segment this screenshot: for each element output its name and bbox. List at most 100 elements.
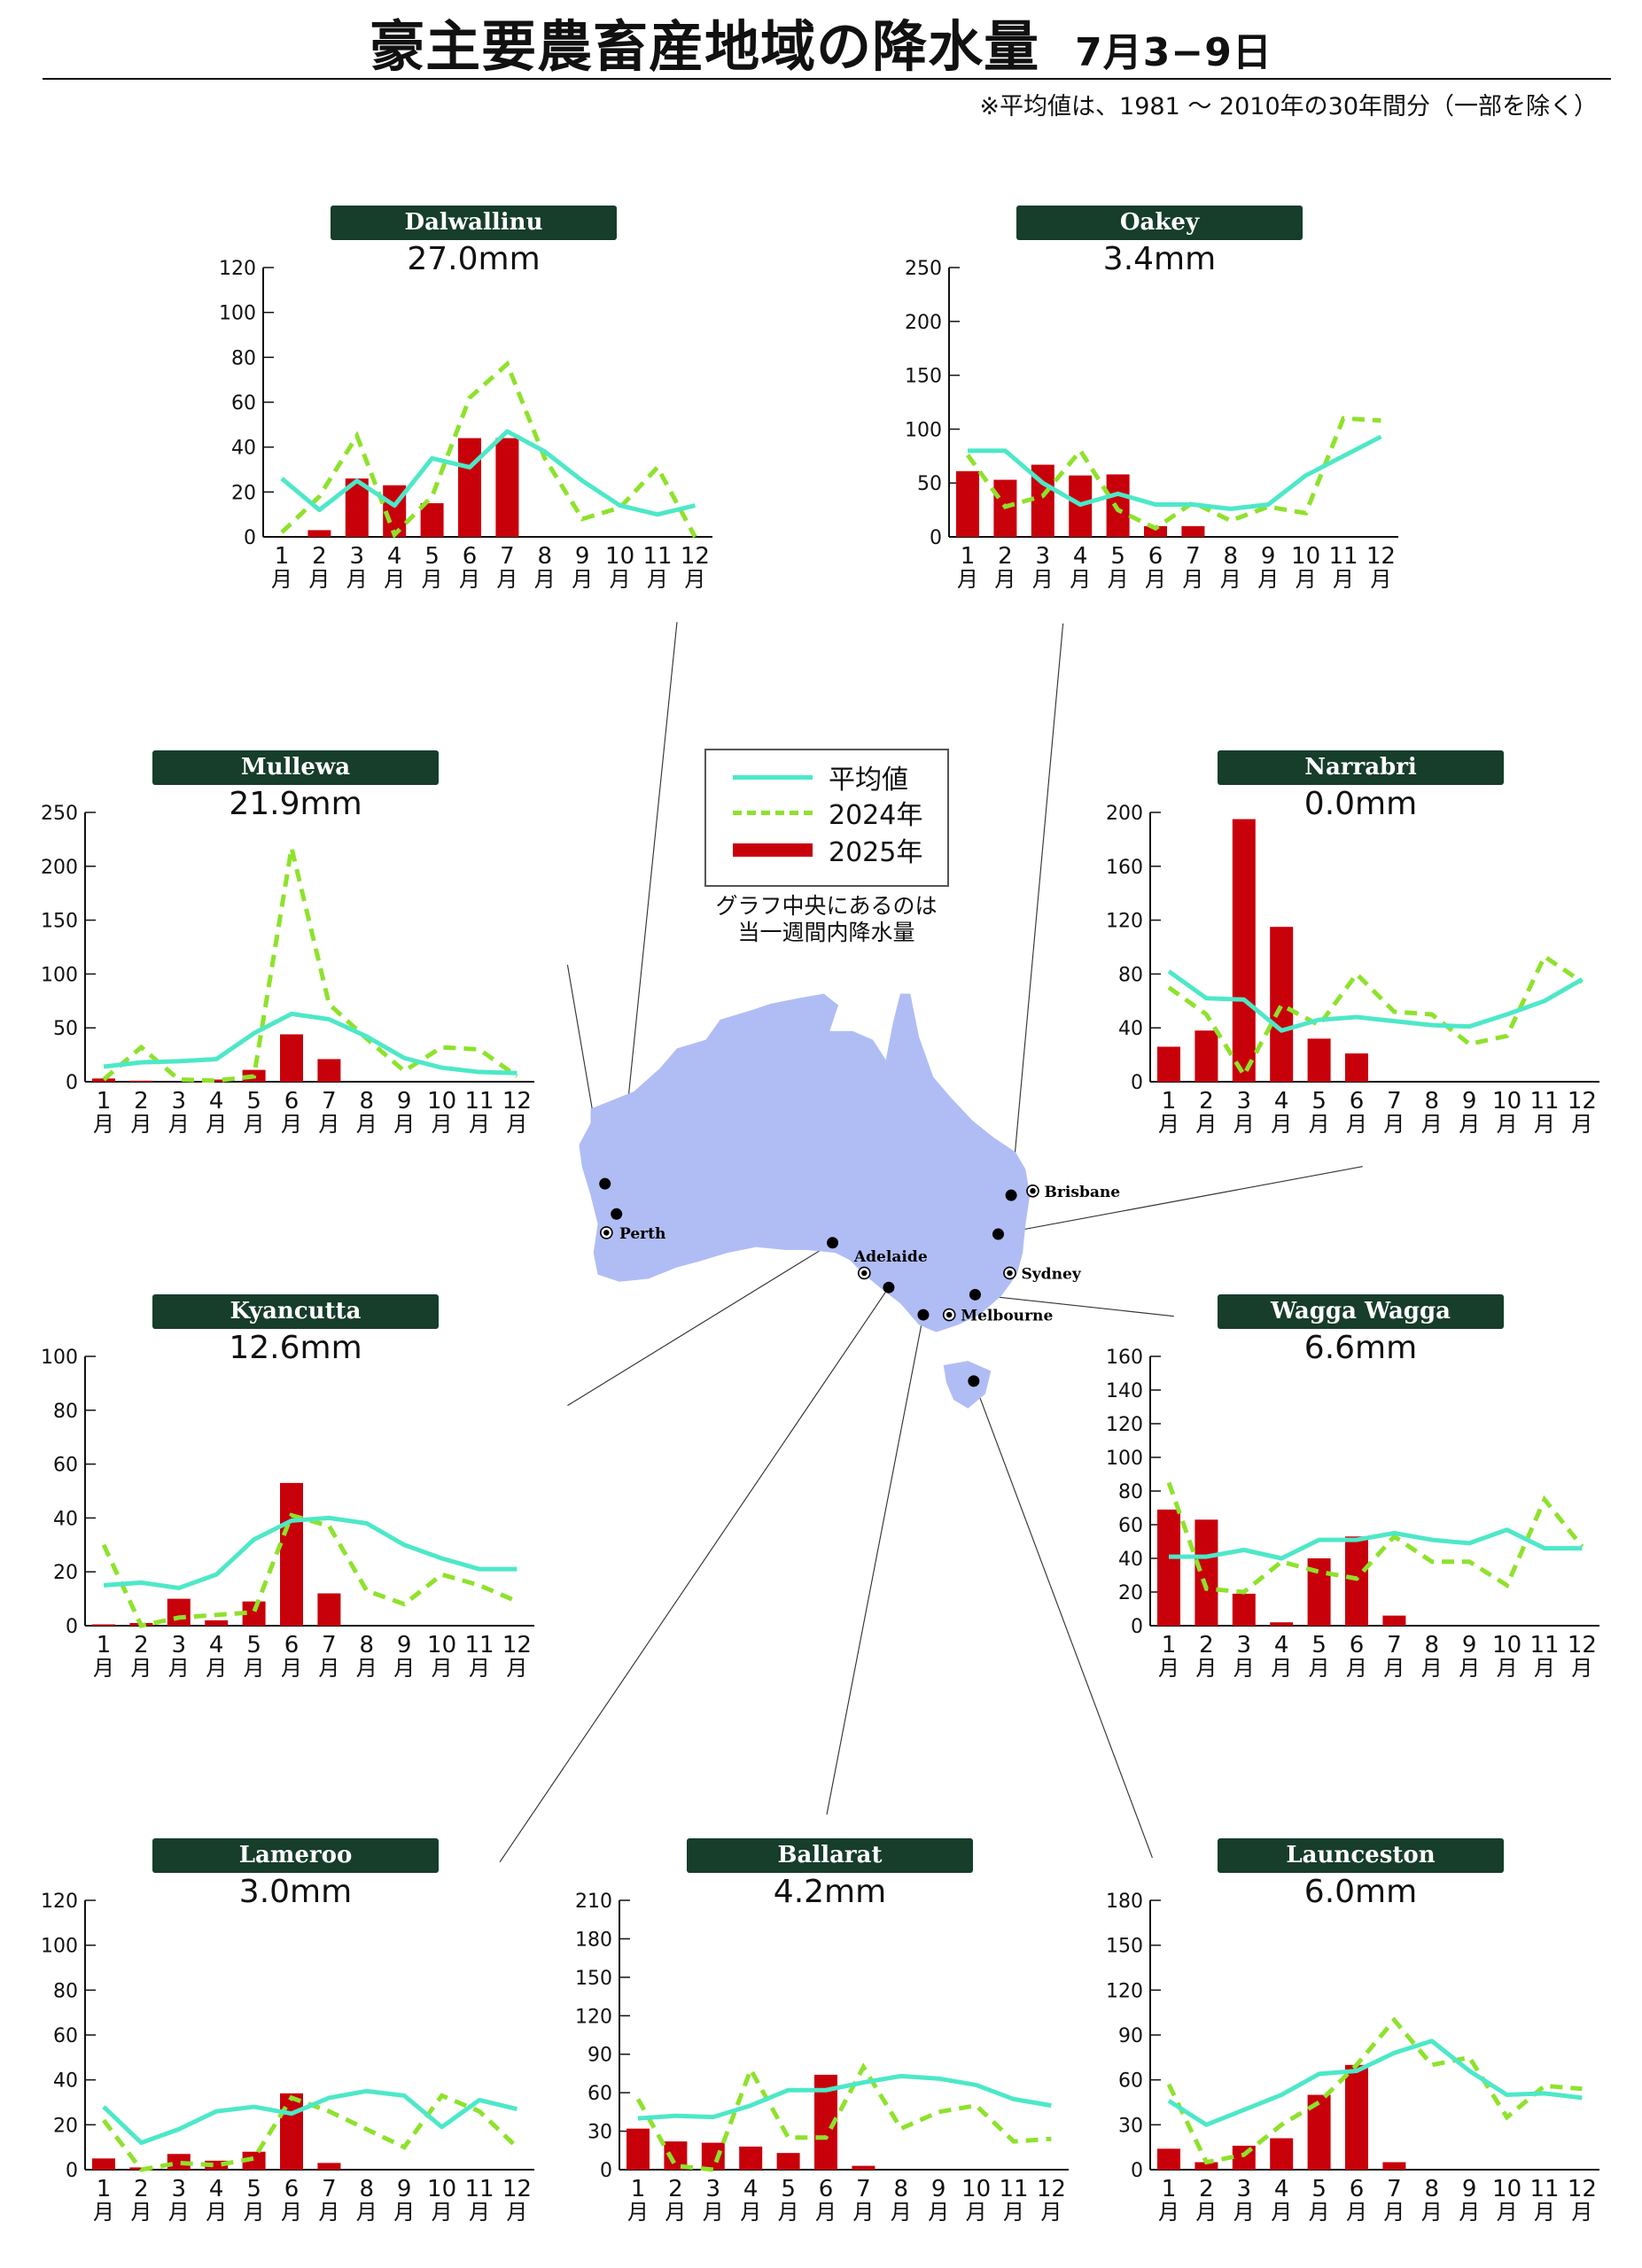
line-average — [102, 2088, 518, 2146]
x-tick-month-suffix: 月 — [318, 1656, 339, 1681]
x-tick-label: 6 — [463, 543, 478, 570]
x-tick-label: 8 — [1224, 543, 1239, 570]
x-tick-label: 12 — [1037, 2176, 1066, 2202]
y-tick-label: 90 — [1118, 2025, 1143, 2047]
x-tick-label: 12 — [681, 543, 710, 570]
x-tick-month-suffix: 月 — [244, 1112, 265, 1137]
city-label-melbourne: Melbourne — [961, 1308, 1053, 1325]
dot-kyancutta — [827, 1237, 839, 1249]
x-tick-label: 11 — [1529, 1088, 1559, 1115]
x-tick-month-suffix: 月 — [740, 2200, 761, 2225]
city-label-sydney: Sydney — [1021, 1265, 1081, 1283]
x-tick-month-suffix: 月 — [469, 1112, 490, 1137]
station-name-badge: Oakey — [1016, 206, 1303, 240]
x-tick-label: 9 — [1462, 1088, 1477, 1115]
x-tick-label: 2 — [1199, 1632, 1214, 1658]
x-tick-label: 4 — [1274, 1088, 1289, 1115]
y-tick-label: 60 — [588, 2083, 612, 2105]
x-tick-label: 11 — [464, 1632, 494, 1658]
y-tick-label: 120 — [41, 1891, 78, 1913]
x-tick-label: 8 — [360, 1088, 375, 1115]
bar-2025 — [205, 1619, 229, 1626]
x-tick-month-suffix: 月 — [1370, 567, 1391, 592]
x-tick-label: 3 — [172, 2176, 187, 2202]
city-label-brisbane: Brisbane — [1044, 1184, 1120, 1201]
x-tick-label: 5 — [1311, 1632, 1327, 1658]
x-tick-label: 4 — [209, 2176, 224, 2202]
bar-2025 — [776, 2153, 800, 2170]
line-average — [1169, 1527, 1583, 1561]
x-tick-month-suffix: 月 — [627, 2200, 649, 2225]
x-tick-label: 8 — [360, 1632, 375, 1658]
x-tick-month-suffix: 月 — [1182, 567, 1203, 592]
x-tick-month-suffix: 月 — [356, 1656, 377, 1681]
y-tick-label: 80 — [53, 1401, 78, 1423]
x-tick-month-suffix: 月 — [393, 1656, 415, 1681]
x-tick-label: 8 — [360, 2176, 375, 2202]
x-tick-label: 12 — [1568, 1632, 1597, 1658]
x-tick-month-suffix: 月 — [1571, 1112, 1592, 1137]
bar-2025 — [739, 2146, 763, 2170]
x-tick-label: 3 — [1237, 2176, 1252, 2202]
y-tick-label: 250 — [41, 803, 78, 825]
y-tick-label: 0 — [66, 1616, 78, 1638]
x-tick-month-suffix: 月 — [852, 2200, 874, 2225]
y-tick-label: 60 — [53, 1455, 78, 1477]
y-tick-label: 60 — [1118, 2070, 1143, 2093]
bar-2025 — [1195, 2162, 1218, 2170]
bar-2025 — [280, 1034, 303, 1082]
legend-caption: グラフ中央にあるのは 当一週間内降水量 — [673, 893, 979, 946]
x-tick-label: 10 — [427, 1632, 456, 1658]
line-2024 — [102, 847, 518, 1084]
x-tick-label: 8 — [894, 2176, 909, 2202]
x-tick-month-suffix: 月 — [506, 1656, 527, 1681]
x-tick-month-suffix: 月 — [168, 2200, 190, 2225]
x-tick-label: 8 — [1425, 1088, 1440, 1115]
legend-swatch-average — [733, 774, 813, 780]
x-tick-month-suffix: 月 — [1571, 1656, 1592, 1681]
line-average — [637, 2073, 1052, 2121]
y-tick-label: 250 — [905, 258, 942, 280]
x-tick-month-suffix: 月 — [1220, 567, 1241, 592]
y-tick-label: 140 — [1106, 1380, 1143, 1402]
line-average — [103, 1515, 518, 1590]
x-tick-month-suffix: 月 — [93, 1656, 114, 1681]
bar-2025 — [167, 2154, 191, 2170]
bar-2025 — [1345, 1536, 1368, 1626]
bar-2025 — [1345, 1053, 1368, 1082]
connector-lameroo — [499, 1286, 890, 1863]
x-tick-month-suffix: 月 — [1459, 2200, 1480, 2225]
x-tick-label: 2 — [134, 1632, 149, 1658]
x-tick-month-suffix: 月 — [1158, 1656, 1179, 1681]
line-2024 — [1166, 1481, 1584, 1595]
x-tick-month-suffix: 月 — [356, 1112, 377, 1137]
bar-2025 — [92, 2158, 115, 2170]
x-tick-label: 2 — [998, 543, 1013, 570]
bar-2025 — [420, 503, 444, 537]
bar-2025 — [1345, 2064, 1368, 2170]
y-tick-label: 0 — [1131, 2160, 1143, 2182]
y-tick-label: 160 — [1106, 857, 1143, 879]
x-tick-month-suffix: 月 — [281, 2200, 302, 2225]
panel-mullewa: Mullewa 21.9mm 0 50 100 150 200 250 1 月 2 月 3 月 4 月 5 月 6 月… — [14, 750, 546, 1149]
x-tick-label: 7 — [322, 1632, 337, 1658]
x-tick-label: 11 — [1529, 1632, 1559, 1658]
line-2024 — [1166, 2016, 1583, 2165]
connector-ballarat — [826, 1314, 924, 1815]
y-tick-label: 200 — [905, 312, 942, 334]
x-tick-month-suffix: 月 — [206, 2200, 227, 2225]
x-tick-label: 3 — [1237, 1632, 1252, 1658]
x-tick-label: 4 — [1274, 1632, 1289, 1658]
x-tick-month-suffix: 月 — [1158, 2200, 1179, 2225]
city-markers: Perth Brisbane Sydney Adelaide Melbourne — [600, 1184, 1120, 1325]
x-tick-label: 9 — [1462, 2176, 1477, 2202]
x-tick-month-suffix: 月 — [1309, 1656, 1330, 1681]
y-tick-label: 0 — [1131, 1616, 1143, 1638]
x-tick-label: 11 — [999, 2176, 1028, 2202]
line-2024 — [101, 1512, 518, 1628]
legend: 平均値 2024年 2025年 — [704, 749, 949, 887]
x-tick-month-suffix: 月 — [1257, 567, 1279, 592]
bar-2025 — [701, 2142, 725, 2170]
x-tick-label: 5 — [424, 543, 440, 570]
x-tick-label: 9 — [1462, 1632, 1477, 1658]
